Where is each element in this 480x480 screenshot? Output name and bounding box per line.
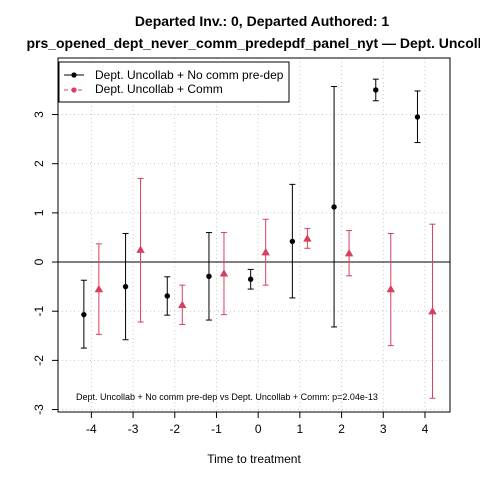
legend-marker-series-2 (71, 87, 77, 93)
x-tick-label-4: 0 (255, 422, 262, 436)
y-tick-label-4: 1 (32, 209, 46, 216)
legend-box (58, 61, 290, 103)
legend-label-series-1: Dept. Uncollab + No comm pre-dep (95, 68, 284, 82)
point-s1-3 (206, 273, 212, 279)
plot-frame (57, 57, 451, 413)
x-tick-label-0: -4 (86, 422, 97, 436)
legend-label-series-2: Dept. Uncollab + Comm (95, 82, 223, 96)
chart-subtitle: prs_opened_dept_never_comm_predepdf_pane… (26, 35, 480, 51)
point-s2-3 (219, 269, 229, 277)
point-s1-7 (373, 87, 379, 93)
point-s1-8 (414, 114, 421, 120)
y-tick-label-5: 2 (32, 160, 46, 167)
x-tick-label-3: -1 (211, 422, 222, 436)
point-s2-4 (261, 248, 270, 256)
series-layer (80, 78, 437, 399)
x-tick-label-6: 2 (338, 422, 345, 436)
series-1 (80, 78, 421, 349)
legend-marker-series-1 (71, 72, 77, 78)
x-tick-label-7: 3 (380, 422, 387, 436)
legend: Dept. Uncollab + No comm pre-dep Dept. U… (58, 61, 290, 103)
point-s1-4 (247, 276, 254, 282)
point-s1-6 (331, 204, 337, 210)
y-tick-label-3: 0 (32, 258, 46, 265)
point-s1-1 (122, 283, 129, 290)
x-axis: -4 -3 -2 -1 0 1 2 3 4 (86, 412, 429, 436)
y-axis: -3 -2 -1 0 1 2 3 (32, 111, 58, 415)
point-s2-7 (386, 284, 395, 293)
chart-title: Departed Inv.: 0, Departed Authored: 1 (135, 13, 390, 29)
series-2 (94, 177, 437, 399)
point-s2-1 (136, 245, 145, 253)
x-tick-label-8: 4 (422, 422, 429, 436)
point-s1-0 (81, 311, 87, 318)
point-s2-2 (178, 300, 187, 308)
point-s2-6 (344, 248, 354, 257)
point-s2-5 (303, 234, 312, 242)
x-tick-label-2: -2 (169, 422, 180, 436)
point-s2-8 (428, 307, 437, 315)
y-tick-label-6: 3 (32, 111, 46, 118)
y-tick-label-2: -1 (32, 306, 46, 317)
point-s1-2 (164, 293, 170, 299)
p-value-annotation: Dept. Uncollab + No comm pre-dep vs Dept… (76, 392, 378, 402)
y-tick-label-1: -2 (32, 355, 46, 366)
point-s1-5 (289, 238, 296, 245)
y-tick-label-0: -3 (32, 404, 46, 415)
x-tick-label-1: -3 (128, 422, 139, 436)
x-axis-label: Time to treatment (207, 452, 301, 466)
point-s2-0 (94, 284, 104, 293)
x-tick-label-5: 1 (297, 422, 304, 436)
